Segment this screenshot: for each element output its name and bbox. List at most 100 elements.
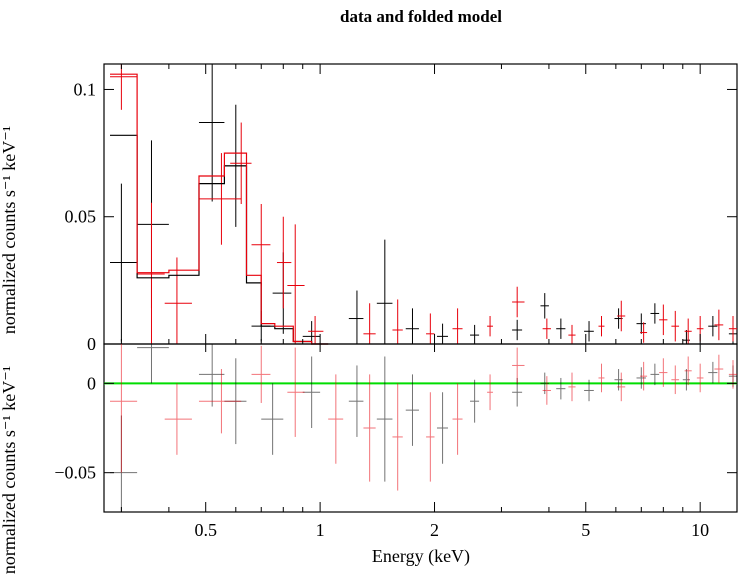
red-data-point: [568, 324, 576, 344]
y-axis-label-spectrum: normalized counts s⁻¹ keV⁻¹: [0, 126, 19, 334]
black-data-point: [436, 392, 448, 464]
red-data-point: [598, 363, 605, 393]
red-data-point: [512, 347, 525, 384]
x-tick-label: 1: [316, 520, 325, 540]
red-data-point: [728, 360, 737, 389]
black-data-point: [302, 321, 321, 344]
black-data-point: [650, 363, 660, 386]
red-data-point: [198, 369, 242, 434]
red-data-point: [728, 316, 737, 342]
x-tick-label: 2: [430, 520, 439, 540]
red-data-point: [287, 347, 305, 437]
red-data-point: [684, 318, 692, 344]
y-tick-label: 0: [87, 334, 96, 354]
black-data-point: [376, 356, 393, 482]
black-data-point: [708, 316, 718, 337]
black-data-point: [682, 330, 690, 344]
red-data-point: [251, 204, 271, 286]
red-data-point: [392, 299, 403, 344]
black-data-point: [512, 319, 523, 341]
red-data-point: [659, 304, 668, 336]
black-data-point: [198, 64, 225, 202]
red-data-point: [308, 316, 324, 344]
residual-plot-area: [104, 344, 737, 512]
red-data-point: [512, 286, 525, 318]
y-axis-label-residual: normalized counts s⁻¹ keV⁻¹: [0, 366, 19, 574]
black-data-point: [348, 365, 364, 437]
red-data-point: [487, 316, 493, 337]
black-data-point: [137, 344, 169, 384]
red-data-point: [659, 358, 668, 387]
red-data-point: [684, 356, 692, 386]
black-data-point: [436, 323, 448, 344]
spectrum-plot-area: [110, 64, 737, 345]
residual-y-axis: −0.05 0: [54, 373, 737, 483]
red-data-point: [164, 257, 192, 344]
black-data-point: [556, 377, 566, 400]
black-data-point: [636, 313, 646, 334]
y-tick-label: 0.05: [65, 207, 97, 227]
red-data-point: [714, 309, 724, 341]
x-axis-label: Energy (keV): [372, 546, 470, 567]
chart-title: data and folded model: [340, 7, 502, 26]
red-data-point: [640, 322, 648, 343]
black-data-point: [470, 324, 480, 344]
red-data-point: [426, 392, 435, 482]
red-data-point: [287, 224, 305, 344]
energy-x-axis: 0.5 1 2 5 10: [120, 64, 709, 540]
black-data-point: [470, 379, 480, 423]
black-data-point: [198, 344, 225, 407]
red-data-point: [542, 318, 551, 339]
black-data-point: [584, 379, 594, 402]
red-data-point: [617, 372, 626, 402]
black-data-point: [261, 383, 284, 455]
x-tick-label: 0.5: [194, 520, 217, 540]
red-data-point: [251, 345, 271, 403]
black-data-point: [405, 308, 419, 344]
red-data-point: [363, 374, 376, 482]
red-data-point: [640, 361, 648, 391]
black-data-point: [682, 369, 690, 391]
black-data-point: [376, 239, 393, 344]
red-data-point: [568, 372, 576, 402]
red-data-point: [671, 310, 680, 342]
red-data-point: [617, 300, 626, 332]
red-data-point: [714, 354, 724, 384]
red-data-point: [542, 376, 551, 405]
black-data-point: [302, 356, 321, 428]
red-data-point: [110, 64, 138, 110]
black-data-point: [584, 321, 594, 342]
red-data-point: [452, 383, 463, 455]
x-tick-label: 5: [581, 520, 590, 540]
red-data-point: [392, 383, 403, 491]
residual-panel-frame: [103, 343, 738, 513]
red-data-point: [230, 122, 252, 204]
red-data-point: [276, 216, 292, 309]
black-data-point: [110, 183, 138, 342]
black-data-point: [636, 367, 646, 389]
red-data-point: [426, 313, 435, 344]
residual-panel: −0.05 0: [54, 343, 738, 513]
y-tick-label: −0.05: [54, 463, 96, 483]
black-data-point: [650, 303, 660, 324]
red-data-point: [671, 365, 680, 395]
red-data-point: [696, 363, 704, 393]
red-folded-model-line: [110, 73, 329, 345]
red-data-point: [110, 344, 138, 473]
black-data-point: [540, 293, 549, 319]
black-data-point: [556, 318, 566, 339]
spectrum-y-axis: 0 0.05 0.1: [65, 79, 737, 354]
red-data-point: [598, 316, 605, 337]
black-data-point: [405, 374, 419, 446]
red-data-point: [198, 153, 242, 245]
red-data-point: [164, 383, 192, 455]
y-tick-label: 0.1: [74, 79, 97, 99]
red-data-point: [363, 303, 376, 344]
red-data-point: [328, 374, 344, 464]
red-data-point: [487, 374, 493, 411]
x-tick-label: 10: [691, 520, 709, 540]
black-data-point: [348, 290, 364, 344]
red-data-point: [452, 308, 463, 344]
